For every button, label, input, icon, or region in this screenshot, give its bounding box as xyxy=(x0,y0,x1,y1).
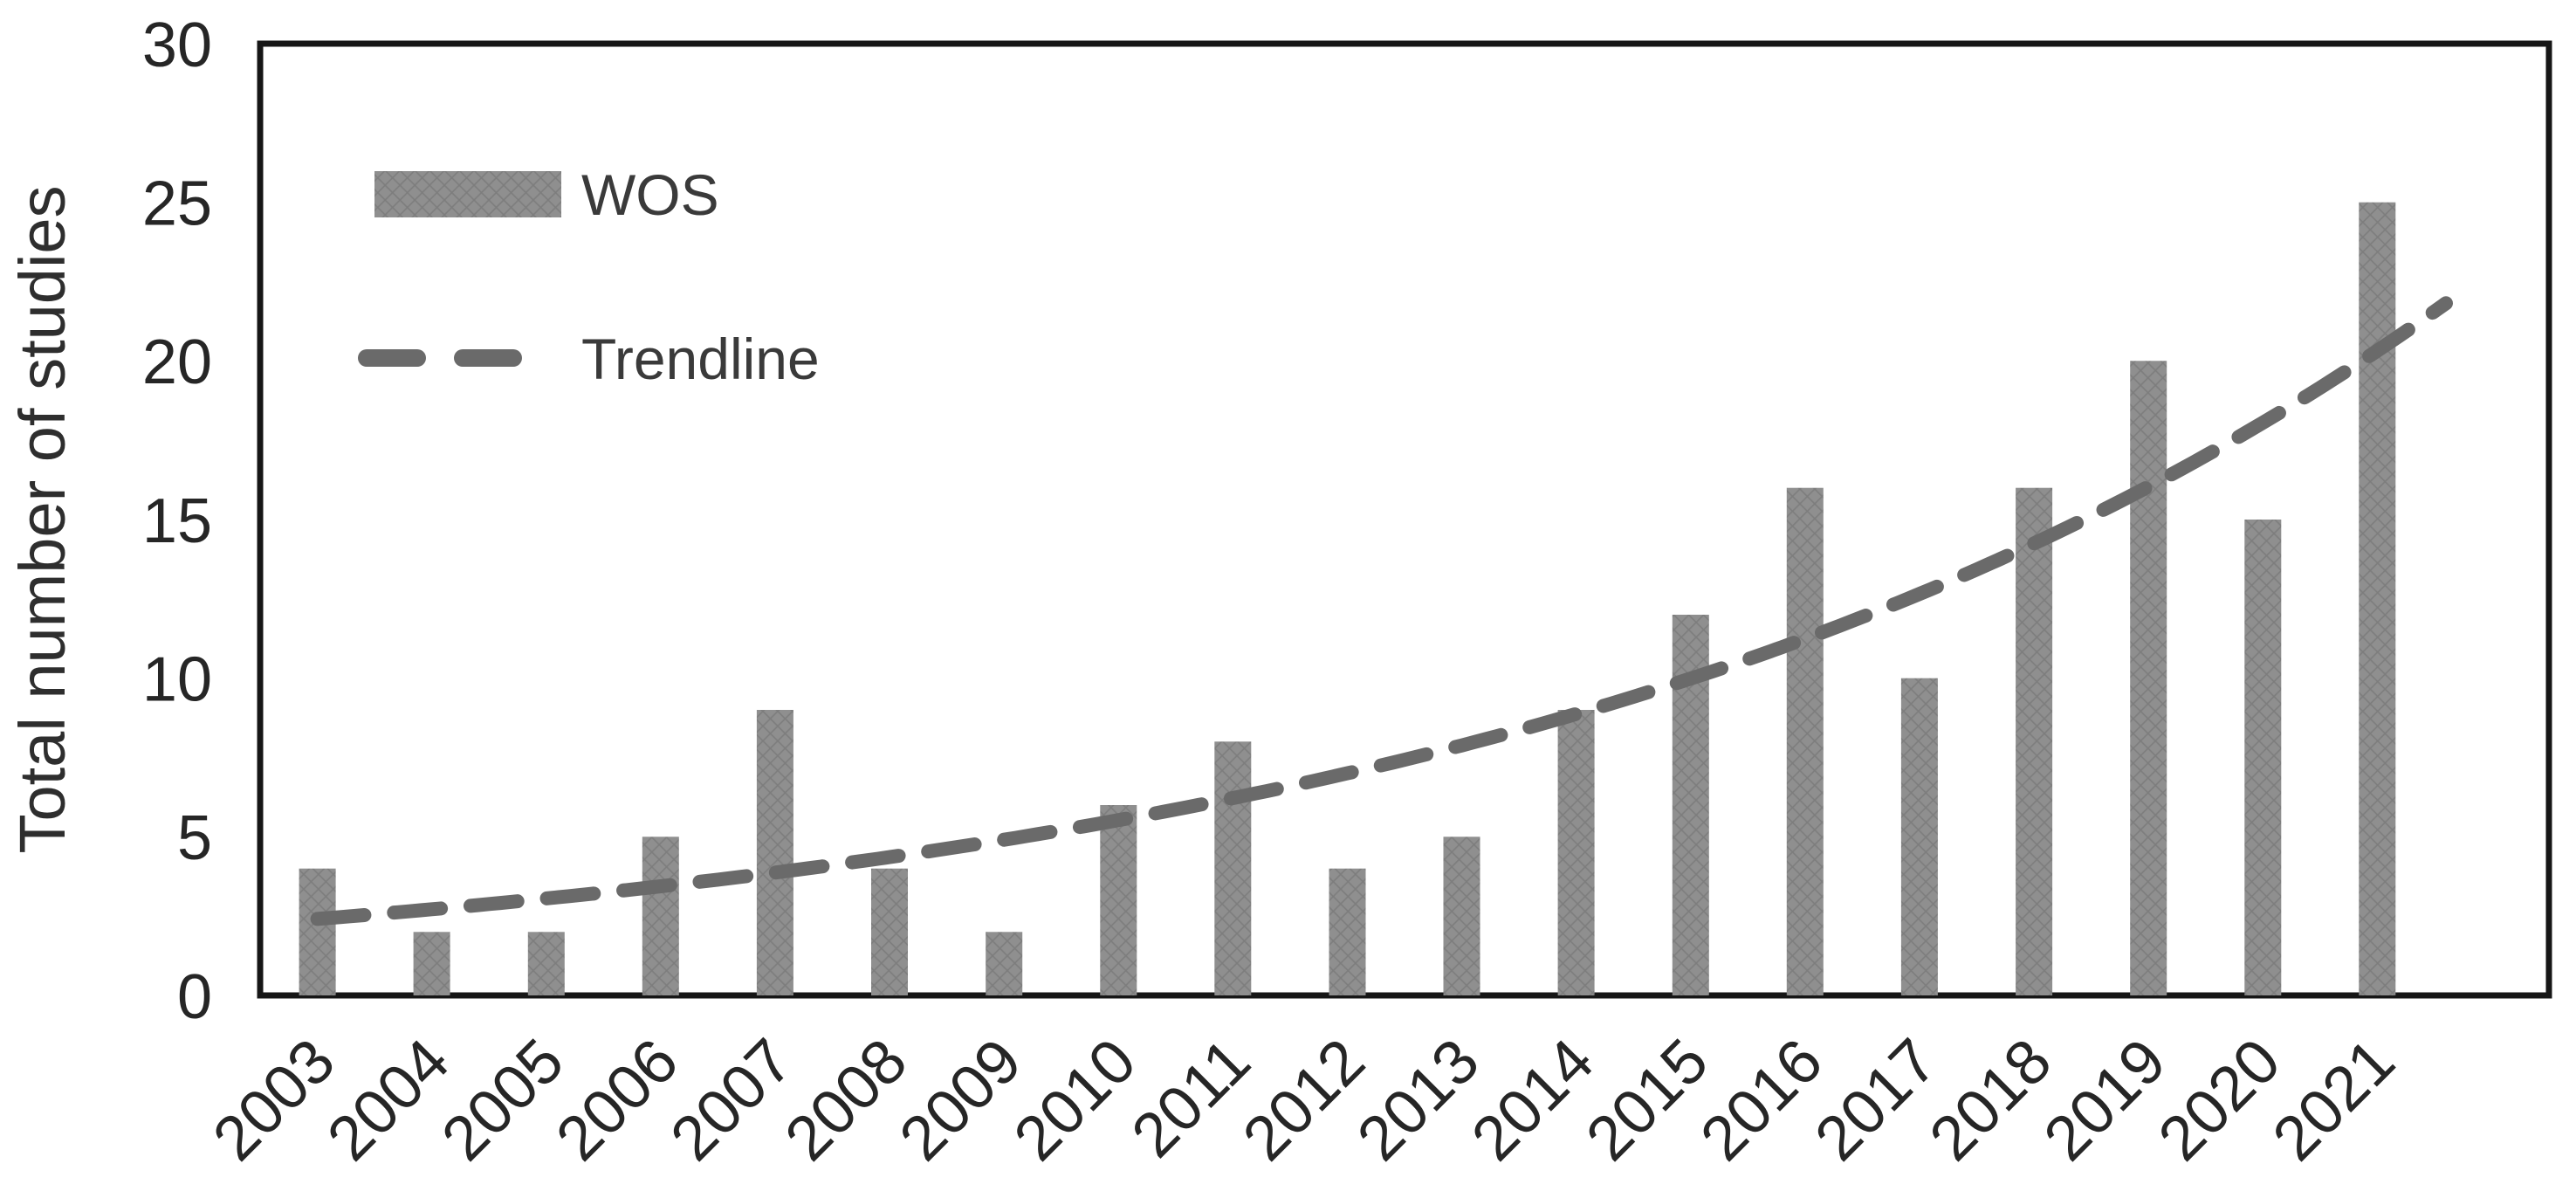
trendline-path xyxy=(310,296,2453,926)
y-tick-label-0: 0 xyxy=(177,962,212,1032)
bar-2008 xyxy=(871,868,908,995)
y-tick-label-15: 15 xyxy=(142,486,212,556)
bar-2018 xyxy=(2016,487,2053,995)
x-label-2019: 2019 xyxy=(2031,1026,2180,1174)
x-label-2006: 2006 xyxy=(543,1026,691,1174)
bar-2010 xyxy=(1100,805,1137,995)
x-label-2003: 2003 xyxy=(200,1026,348,1174)
y-tick-label-25: 25 xyxy=(142,169,212,239)
x-label-2021: 2021 xyxy=(2260,1026,2408,1174)
x-axis-tick-labels: 2003200420052006200720082009201020112012… xyxy=(200,1026,2408,1174)
y-tick-label-10: 10 xyxy=(142,645,212,715)
y-tick-label-5: 5 xyxy=(177,803,212,873)
bar-2013 xyxy=(1443,837,1480,995)
y-axis-title: Total number of studies xyxy=(6,185,79,853)
bar-2019 xyxy=(2130,361,2167,995)
bar-2021 xyxy=(2359,202,2396,995)
x-label-2007: 2007 xyxy=(657,1026,806,1174)
legend-trendline-label: Trendline xyxy=(581,327,820,391)
x-label-2009: 2009 xyxy=(887,1026,1035,1174)
bar-2005 xyxy=(527,932,565,995)
y-tick-label-30: 30 xyxy=(142,10,212,80)
x-label-2014: 2014 xyxy=(1459,1026,1607,1174)
x-label-2015: 2015 xyxy=(1573,1026,1721,1174)
legend-wos-label: WOS xyxy=(581,162,719,227)
x-label-2005: 2005 xyxy=(429,1026,577,1174)
bar-2007 xyxy=(756,710,793,995)
plot-area-border xyxy=(257,40,2552,999)
x-label-2004: 2004 xyxy=(314,1026,463,1174)
x-label-2008: 2008 xyxy=(772,1026,920,1174)
y-tick-label-20: 20 xyxy=(142,327,212,397)
bar-2011 xyxy=(1214,741,1252,995)
y-axis-tick-labels: 0 5 10 15 20 25 30 xyxy=(142,10,212,1032)
x-label-2018: 2018 xyxy=(1917,1026,2065,1174)
bar-2009 xyxy=(986,932,1023,995)
bar-2006 xyxy=(642,837,679,995)
trendline-series xyxy=(310,296,2453,926)
legend-wos-swatch xyxy=(374,171,561,217)
x-label-2017: 2017 xyxy=(1802,1026,1950,1174)
bar-2012 xyxy=(1329,868,1366,995)
x-label-2010: 2010 xyxy=(1001,1026,1150,1174)
x-label-2013: 2013 xyxy=(1344,1026,1493,1174)
bar-2003 xyxy=(299,868,336,995)
bar-2017 xyxy=(1900,678,1938,995)
legend: WOS Trendline xyxy=(358,162,820,391)
bar-2004 xyxy=(413,932,450,995)
bar-2020 xyxy=(2244,520,2282,995)
bar-2014 xyxy=(1557,710,1595,995)
x-label-2012: 2012 xyxy=(1230,1026,1378,1174)
x-label-2016: 2016 xyxy=(1687,1026,1836,1174)
x-label-2020: 2020 xyxy=(2146,1026,2294,1174)
x-label-2011: 2011 xyxy=(1119,1026,1264,1171)
bar-series-wos xyxy=(299,202,2396,995)
bar-2016 xyxy=(1786,487,1824,995)
